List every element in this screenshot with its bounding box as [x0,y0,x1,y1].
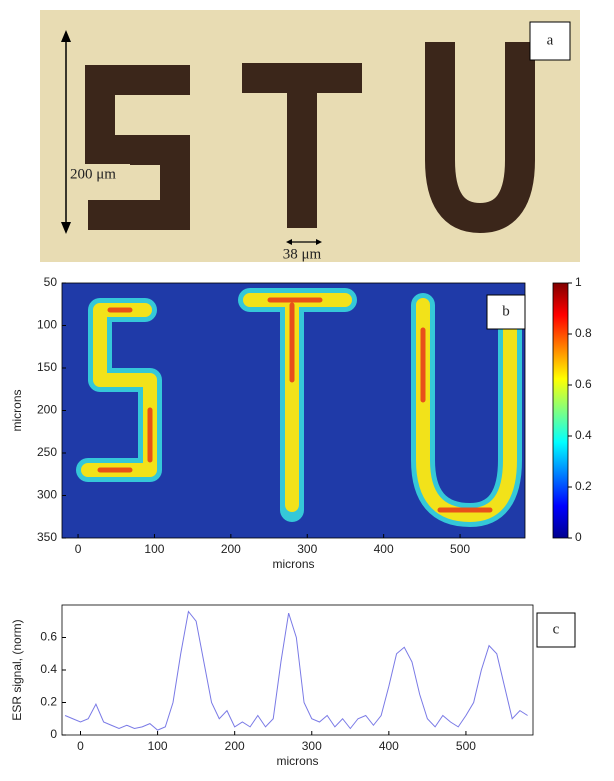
y-tick-label: 0.2 [40,695,57,709]
x-tick-label: 500 [450,542,470,556]
y-axis-label: ESR signal, (norm) [10,619,24,720]
heatmap-image [62,283,525,538]
y-tick-label: 350 [37,530,57,544]
colorbar-tick-label: 0 [575,530,582,544]
x-tick-label: 0 [75,542,82,556]
height-label: 200 μm [70,166,116,182]
photo-panel: 200 μm 38 μm a [40,10,580,262]
y-tick-label: 300 [37,488,57,502]
y-tick-label: 50 [44,275,58,289]
panel-label: b [502,303,510,319]
x-tick-label: 400 [374,542,394,556]
colorbar-tick-label: 0.4 [575,428,592,442]
colorbar [553,283,568,538]
x-tick-label: 300 [297,542,317,556]
x-axis-label: microns [276,754,318,768]
y-tick-label: 150 [37,360,57,374]
y-tick-label: 0 [50,727,57,741]
y-tick-label: 0.6 [40,630,57,644]
x-tick-label: 400 [379,739,399,753]
panel-label: c [553,621,560,637]
colorbar-tick-label: 0.2 [575,479,592,493]
y-axis-label: microns [10,389,24,431]
y-tick-label: 200 [37,403,57,417]
colorbar-tick-label: 0.8 [575,326,592,340]
colorbar-tick-label: 1 [575,275,582,289]
x-tick-label: 100 [148,739,168,753]
x-tick-label: 0 [77,739,84,753]
x-tick-label: 200 [221,542,241,556]
colorbar-tick-label: 0.6 [575,377,592,391]
panel-label: a [547,32,554,48]
x-axis-label: microns [272,557,314,571]
x-tick-label: 500 [456,739,476,753]
y-tick-label: 0.4 [40,662,57,676]
y-tick-label: 100 [37,318,57,332]
x-tick-label: 200 [225,739,245,753]
y-tick-label: 250 [37,445,57,459]
x-tick-label: 100 [144,542,164,556]
width-label: 38 μm [283,246,322,262]
plot-area [62,605,533,735]
figure: 200 μm 38 μm a 0 0.2 0.4 0.6 0.8 1 0 100 200 300 4… [0,0,614,776]
x-tick-label: 300 [302,739,322,753]
